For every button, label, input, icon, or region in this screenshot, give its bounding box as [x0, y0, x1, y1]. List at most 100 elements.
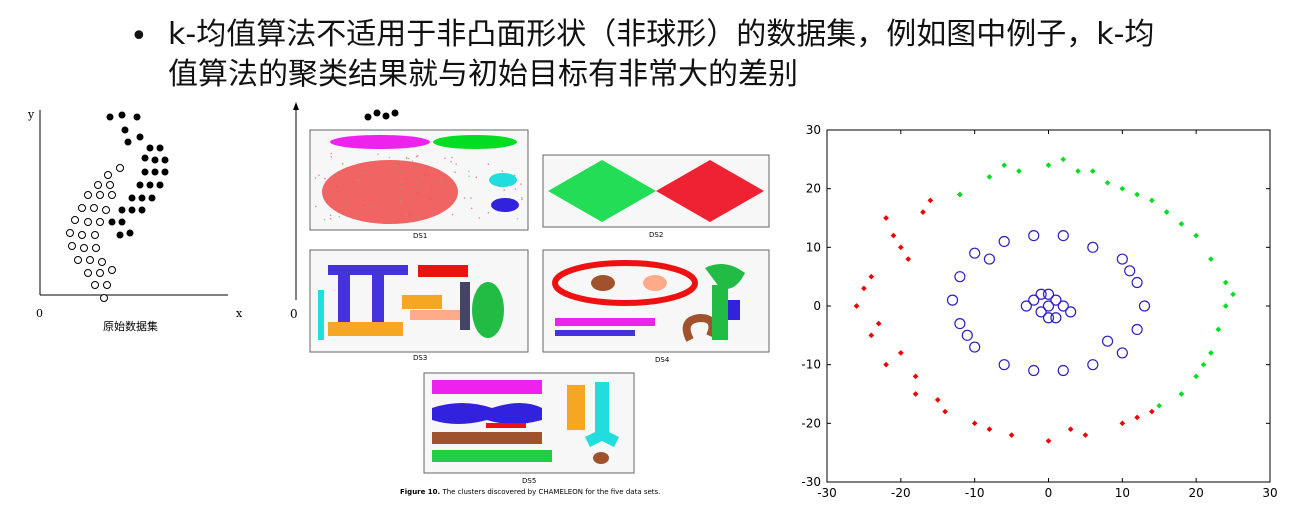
white-dot — [71, 216, 79, 224]
data-point — [1178, 391, 1185, 397]
data-point — [1016, 168, 1022, 174]
data-point — [1042, 312, 1055, 324]
y-tick-label: 0 — [813, 299, 821, 313]
data-point — [1050, 312, 1062, 324]
data-point — [1200, 361, 1207, 368]
data-point — [1060, 156, 1067, 163]
data-point — [1215, 326, 1222, 333]
black-dot — [124, 138, 132, 146]
data-point — [998, 235, 1010, 248]
data-point — [942, 408, 948, 415]
x-tick-label: 0 — [1045, 486, 1053, 500]
data-point — [1134, 191, 1140, 198]
dot — [373, 109, 381, 117]
y-tick-label: -10 — [801, 358, 821, 372]
data-point — [954, 318, 966, 330]
white-dot — [78, 231, 86, 239]
data-point — [912, 373, 919, 380]
data-point — [920, 209, 926, 215]
data-point — [954, 271, 966, 283]
white-dot — [96, 269, 104, 277]
y-tick-label: 30 — [806, 123, 821, 137]
x-tick-label: 20 — [1189, 486, 1204, 500]
data-point — [1193, 232, 1199, 239]
white-dot — [91, 281, 99, 289]
panel-ds2: DS2 — [542, 154, 770, 239]
data-point — [1075, 168, 1081, 174]
panel-label-ds2: DS2 — [649, 231, 663, 239]
black-dot — [156, 181, 164, 189]
data-point — [853, 303, 860, 309]
y-tick-label: -20 — [801, 416, 821, 430]
kmeans-scatter-chart: -30 -20 -10 0 10 20 30 -30 -20 -10 0 10 20 30 — [801, 123, 1277, 500]
data-point — [1208, 350, 1214, 356]
figure-caption-text: The clusters discovered by CHAMELEON for… — [440, 488, 660, 496]
black-dot — [136, 133, 144, 141]
data-point — [1067, 426, 1074, 433]
data-point — [1131, 323, 1143, 336]
data-point — [1101, 335, 1114, 347]
data-point — [1008, 432, 1015, 438]
black-dot — [151, 156, 159, 164]
white-dot — [116, 164, 124, 172]
white-dot — [96, 218, 104, 226]
data-point — [1149, 197, 1155, 204]
data-point — [927, 197, 934, 204]
data-point — [1045, 162, 1052, 169]
black-dot — [133, 113, 141, 121]
dot — [382, 112, 390, 120]
data-point — [883, 215, 889, 221]
black-dot — [128, 206, 136, 214]
left-axis-y-label: y — [27, 108, 35, 121]
white-dot — [108, 266, 116, 274]
left-caption: 原始数据集 — [103, 319, 158, 333]
panel-label-ds1: DS1 — [413, 232, 427, 240]
black-dot — [136, 181, 144, 189]
data-point — [1001, 162, 1008, 169]
data-point — [961, 329, 973, 341]
data-point — [1028, 294, 1040, 306]
white-dot — [108, 191, 116, 199]
data-point — [1089, 168, 1096, 174]
white-dot — [84, 218, 92, 226]
white-dot — [103, 281, 111, 289]
dot — [364, 113, 372, 121]
panel-ds3: DS3 — [309, 249, 529, 362]
data-point — [969, 341, 981, 353]
panel-ds5: DS5 — [423, 372, 635, 485]
white-dot — [74, 256, 82, 264]
black-dot — [126, 229, 134, 237]
data-point — [983, 253, 996, 265]
black-dot — [151, 168, 159, 176]
y-tick-label: 20 — [806, 182, 821, 196]
white-cluster — [66, 164, 124, 302]
white-dot — [98, 258, 106, 266]
data-point — [1087, 359, 1099, 371]
data-point — [1050, 294, 1062, 306]
left-origin-label: 0 — [36, 307, 43, 320]
data-point — [1131, 276, 1143, 289]
black-dot — [118, 218, 126, 226]
white-dot — [68, 242, 76, 250]
black-dot — [116, 231, 124, 239]
data-point — [1119, 185, 1126, 192]
data-point — [875, 320, 882, 327]
data-point — [1042, 300, 1055, 312]
black-dot — [128, 194, 136, 202]
data-point — [971, 420, 978, 427]
x-tick-label: 30 — [1262, 486, 1277, 500]
data-point — [998, 359, 1010, 371]
white-dot — [80, 244, 88, 252]
x-tick-label: 10 — [1115, 486, 1130, 500]
white-dot — [106, 181, 114, 189]
middle-origin-label: 0 — [290, 307, 298, 321]
white-dot — [92, 244, 100, 252]
data-point — [1087, 241, 1099, 253]
data-point — [1057, 300, 1069, 312]
data-point — [1149, 408, 1155, 415]
black-dot — [141, 168, 149, 176]
data-point — [1193, 373, 1199, 380]
data-point — [898, 350, 904, 356]
data-point — [1124, 265, 1136, 277]
data-point — [1045, 438, 1052, 444]
